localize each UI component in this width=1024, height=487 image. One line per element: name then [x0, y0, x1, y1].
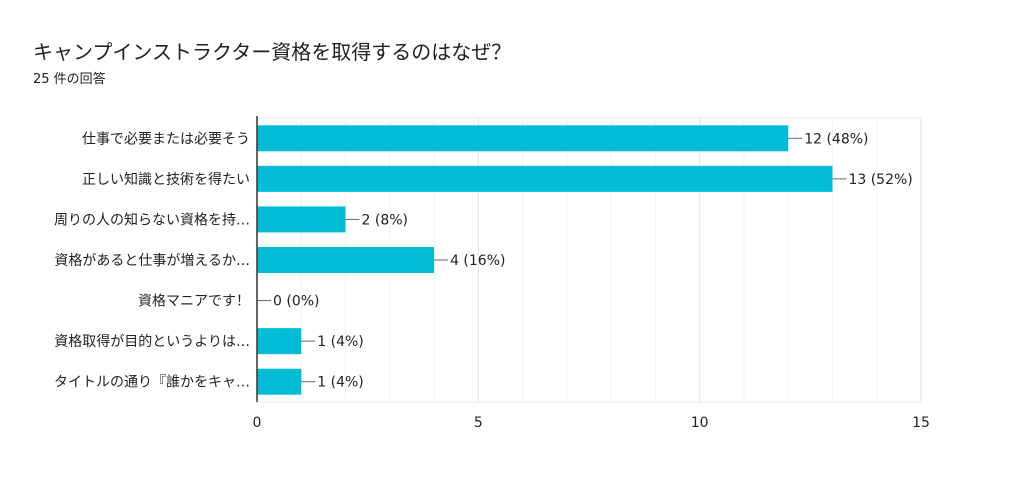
category-label: 仕事で必要または必要そう: [82, 131, 250, 147]
x-tick-label: 10: [691, 415, 709, 431]
bar: [257, 328, 302, 355]
category-label: 正しい知識と技術を得たい: [82, 171, 250, 188]
response-count: 25 件の回答: [33, 72, 106, 87]
category-label: 周りの人の知らない資格を持…: [54, 211, 250, 228]
data-label: 1 (4%): [317, 375, 364, 391]
chart-title: キャンプインストラクター資格を取得するのはなぜ？: [33, 40, 512, 64]
bar: [257, 206, 346, 233]
data-label: 12 (48%): [804, 131, 868, 147]
category-label: 資格取得が目的というよりは…: [54, 333, 250, 350]
category-label: 資格があると仕事が増えるか…: [54, 253, 250, 269]
data-label: 2 (8%): [362, 212, 409, 228]
category-label: タイトルの通り『誰かをキャ…: [54, 375, 250, 391]
x-tick-label: 15: [912, 415, 930, 431]
bar: [257, 247, 435, 273]
bar: [257, 368, 302, 395]
bar: [257, 165, 833, 192]
data-label: 1 (4%): [317, 334, 364, 350]
data-label: 0 (0%): [273, 294, 320, 310]
category-label: 資格マニアです！: [138, 294, 250, 310]
x-tick-label: 5: [474, 415, 483, 431]
data-label: 4 (16%): [450, 253, 505, 269]
bar: [257, 125, 789, 152]
x-tick-label: 0: [253, 415, 262, 431]
data-label: 13 (52%): [848, 172, 912, 188]
